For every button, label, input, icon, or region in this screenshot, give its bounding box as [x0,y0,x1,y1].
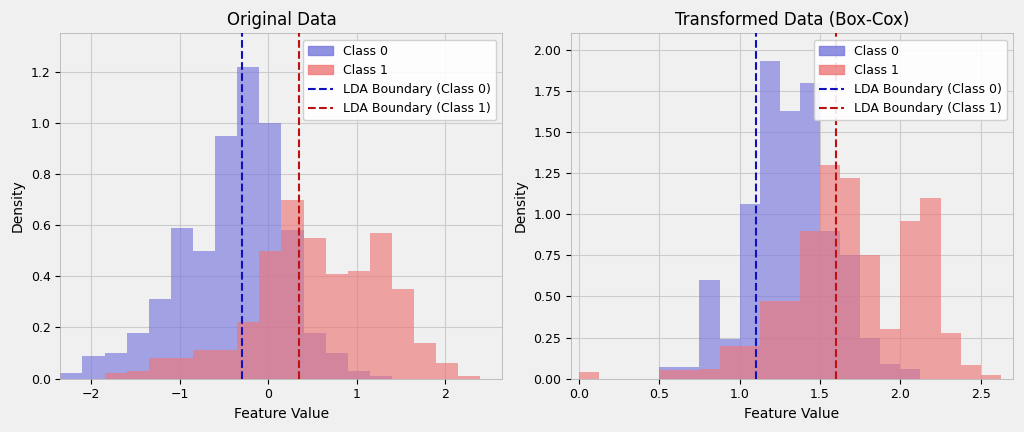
Bar [760,302,780,378]
Bar [720,346,739,378]
Bar [282,230,303,378]
Bar [370,376,392,378]
Bar [900,369,921,378]
Bar [303,333,326,378]
Legend: Class 0, Class 1, LDA Boundary (Class 0), LDA Boundary (Class 1): Class 0, Class 1, LDA Boundary (Class 0)… [814,40,1007,121]
Bar [370,233,392,378]
Bar [414,343,436,378]
Bar [820,165,840,378]
Bar [800,231,820,378]
Bar [215,350,238,378]
Y-axis label: Density: Density [11,180,26,232]
Bar [800,83,820,378]
Bar [679,370,699,378]
Bar [104,374,127,378]
Bar [171,358,193,378]
Title: Original Data: Original Data [226,11,336,29]
Bar [921,198,941,378]
Bar [579,372,599,378]
Bar [238,67,259,378]
Bar [348,371,370,378]
Bar [60,374,83,378]
Bar [860,337,881,378]
Bar [127,371,148,378]
Bar [659,367,679,378]
Title: Transformed Data (Box-Cox): Transformed Data (Box-Cox) [675,11,909,29]
Bar [148,299,171,378]
Bar [259,251,282,378]
Bar [881,329,900,378]
Bar [679,367,699,378]
Bar [739,204,760,378]
Bar [215,136,238,378]
Bar [760,61,780,378]
Bar [238,322,259,378]
Bar [840,178,860,378]
Y-axis label: Density: Density [514,180,527,232]
Bar [780,302,800,378]
Bar [941,333,961,378]
Bar [282,200,303,378]
Bar [780,111,800,378]
Bar [820,231,840,378]
Bar [659,370,679,378]
Bar [127,333,148,378]
Bar [171,228,193,378]
Bar [739,346,760,378]
Bar [348,271,370,378]
Bar [303,238,326,378]
Bar [148,358,171,378]
Bar [720,339,739,378]
Bar [961,365,981,378]
Bar [259,123,282,378]
Bar [458,376,480,378]
Bar [326,274,348,378]
Bar [193,251,215,378]
X-axis label: Feature Value: Feature Value [744,407,840,421]
Bar [326,353,348,378]
Bar [699,280,720,378]
Bar [83,356,104,378]
Bar [840,255,860,378]
Bar [436,363,458,378]
Legend: Class 0, Class 1, LDA Boundary (Class 0), LDA Boundary (Class 1): Class 0, Class 1, LDA Boundary (Class 0)… [303,40,497,121]
Bar [860,255,881,378]
Bar [881,364,900,378]
Bar [981,375,1000,378]
Bar [900,221,921,378]
Bar [392,289,414,378]
X-axis label: Feature Value: Feature Value [233,407,329,421]
Bar [193,350,215,378]
Bar [104,353,127,378]
Bar [699,369,720,378]
